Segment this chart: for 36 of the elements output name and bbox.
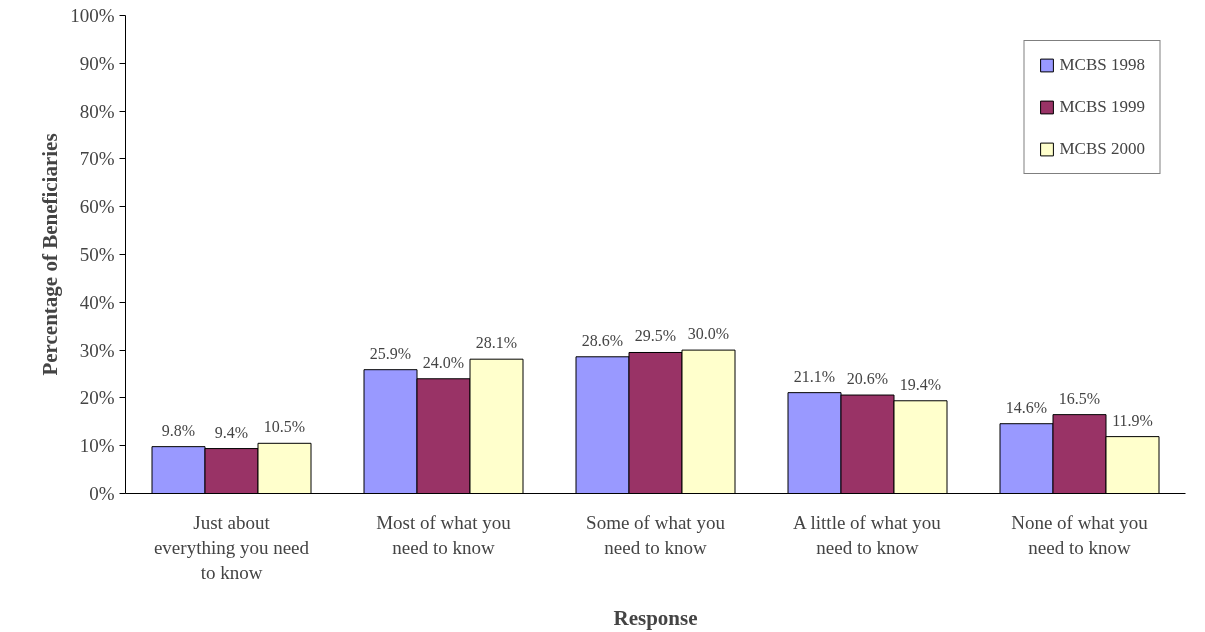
legend-label: MCBS 1998 — [1059, 55, 1145, 75]
legend-label: MCBS 2000 — [1059, 139, 1145, 159]
x-tick-label: Just about everything you need to know — [153, 511, 310, 583]
data-label: 29.5% — [634, 327, 677, 345]
data-label: 14.6% — [1005, 398, 1048, 416]
data-label: 21.1% — [793, 367, 836, 385]
data-label: 11.9% — [1112, 411, 1153, 429]
y-tick-label: 10% — [79, 435, 115, 457]
y-tick-label: 20% — [79, 387, 115, 409]
data-label: 9.8% — [161, 421, 196, 439]
data-label: 20.6% — [846, 370, 889, 388]
y-tick-label: 100% — [70, 5, 115, 26]
data-label: 30.0% — [687, 325, 730, 343]
data-label: 9.4% — [214, 423, 249, 441]
y-tick-label: 90% — [79, 52, 115, 74]
x-tick-label: Some of what you need to know — [586, 511, 726, 558]
y-tick-label: 60% — [79, 196, 115, 218]
x-tick-label: None of what you need to know — [1011, 511, 1149, 558]
y-tick-label: 80% — [79, 100, 115, 122]
y-axis-title: Percentage of Beneficiaries — [38, 133, 63, 376]
y-tick-label: 40% — [79, 291, 115, 313]
data-label: 16.5% — [1058, 389, 1101, 407]
data-label: 24.0% — [422, 353, 465, 371]
data-label: 28.1% — [475, 334, 518, 352]
y-tick-label: 70% — [79, 148, 115, 170]
x-axis-title: Response — [613, 605, 698, 630]
x-tick-label: Most of what you need to know — [376, 511, 512, 558]
legend-label: MCBS 1999 — [1059, 97, 1145, 117]
y-tick-label: 0% — [89, 483, 115, 504]
y-tick-label: 30% — [79, 339, 115, 361]
x-tick-label: A little of what you need to know — [793, 511, 942, 558]
data-label: 25.9% — [369, 344, 412, 362]
data-label: 19.4% — [899, 375, 942, 393]
data-label: 10.5% — [263, 418, 306, 436]
data-label: 28.6% — [581, 331, 624, 349]
y-tick-label: 50% — [79, 244, 115, 265]
